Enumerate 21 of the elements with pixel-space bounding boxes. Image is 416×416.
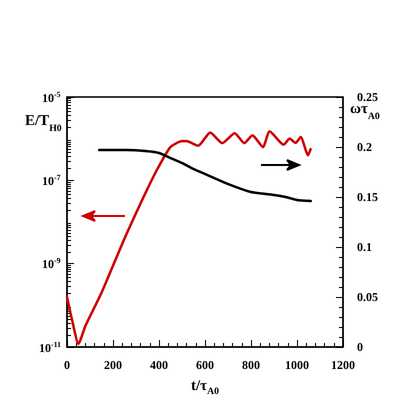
line-series xyxy=(98,148,312,202)
y2-tick-label: 0.2 xyxy=(357,140,372,154)
y2-axis-title: ωτ$_{A0}$ xyxy=(350,101,380,122)
y-tick-label: 10$^{-5}$ xyxy=(42,90,60,104)
x-tick-label: 200 xyxy=(104,358,122,372)
x-tick-label: 800 xyxy=(242,358,260,372)
y-tick-label: 10$^{-9}$ xyxy=(42,256,60,272)
y2-tick-label: 0.25 xyxy=(357,90,378,104)
y-tick-label: 10$^{-7}$ xyxy=(42,172,60,188)
y-tick-label: 10$^{-11}$ xyxy=(39,340,61,354)
y2-tick-label: 0 xyxy=(357,340,363,354)
x-tick-label: 1200 xyxy=(331,358,355,372)
line-series xyxy=(66,130,312,345)
y-axis-title: E/T$_{H0}$ xyxy=(25,113,62,134)
y2-tick-label: 0.1 xyxy=(357,240,372,254)
y2-tick-label: 0.15 xyxy=(357,190,378,204)
x-tick-label: 0 xyxy=(64,358,70,372)
y2-tick-label: 0.05 xyxy=(357,290,378,304)
x-tick-label: 600 xyxy=(196,358,214,372)
x-tick-label: 1000 xyxy=(285,358,309,372)
x-tick-label: 400 xyxy=(150,358,168,372)
